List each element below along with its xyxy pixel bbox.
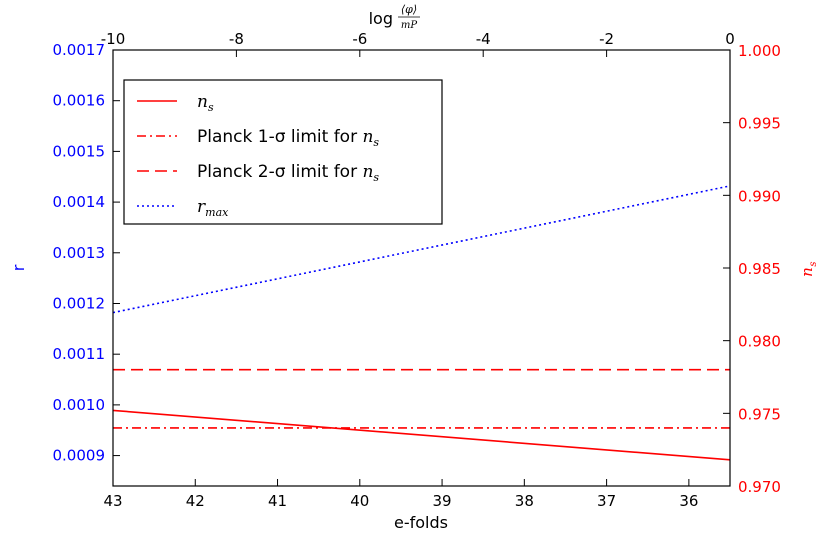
y-axis-label-right-sub: s <box>808 261 819 266</box>
legend-entry-math: n <box>362 162 373 182</box>
legend-entry-sub: s <box>373 171 379 184</box>
x-top-tick-label: 0 <box>725 30 735 48</box>
x-axis-label-bottom: e-folds <box>394 513 448 532</box>
y-axis-label-left: r <box>9 264 28 271</box>
y-right-tick-label: 0.985 <box>738 260 781 278</box>
y-axis-label-right-main: n <box>798 267 816 277</box>
y-left-tick-label: 0.0014 <box>53 193 106 211</box>
x-axis-label-top-prefix: log <box>369 9 393 28</box>
x-bottom-tick-label: 42 <box>186 492 205 510</box>
y-right-tick-label: 0.990 <box>738 187 781 205</box>
legend-entry-3: Planck 2-σ limit for ns <box>197 162 379 184</box>
legend-entry-math: n <box>197 92 208 112</box>
legend-box <box>123 79 443 225</box>
x-top-tick-label: -2 <box>599 30 614 48</box>
legend-entry-sub: s <box>373 136 379 149</box>
x-axis-label-top: log ⟨φ⟩ mP <box>369 3 420 31</box>
y-left-tick-label: 0.0009 <box>53 447 106 465</box>
y-right-tick-label: 1.000 <box>738 42 781 60</box>
y-right-tick-label: 0.975 <box>738 405 781 423</box>
y-right-tick-label: 0.980 <box>738 333 781 351</box>
ticks: 43 42 41 40 39 38 37 36 -10 -8 -6 -4 -2 0 0.0009 0.0010… <box>53 30 781 510</box>
legend-entry-math: n <box>362 127 373 147</box>
legend-entry-sub: max <box>205 206 229 219</box>
legend-entry-sub: s <box>208 101 214 114</box>
y-left-tick-label: 0.0012 <box>53 294 106 312</box>
legend-entry-math: r <box>197 197 206 217</box>
x-top-tick-label: -6 <box>352 30 367 48</box>
y-left-tick-label: 0.0011 <box>53 345 106 363</box>
legend-entry-2: Planck 1-σ limit for ns <box>197 127 379 149</box>
x-top-tick-label: -8 <box>229 30 244 48</box>
y-left-tick-label: 0.0015 <box>53 142 106 160</box>
x-axis-label-top-numerator: ⟨φ⟩ <box>401 3 417 16</box>
x-top-tick-label: -4 <box>476 30 491 48</box>
y-right-tick-label: 0.995 <box>738 115 781 133</box>
plot-frame <box>112 49 731 487</box>
x-bottom-tick-label: 39 <box>433 492 452 510</box>
y-left-tick-label: 0.0010 <box>53 396 106 414</box>
legend-entry-text: Planck 2-σ limit for <box>197 162 362 182</box>
series-line-1 <box>112 409 731 461</box>
x-bottom-tick-label: 38 <box>515 492 534 510</box>
plot-lines <box>112 185 731 461</box>
legend-entry-text: Planck 1-σ limit for <box>197 127 362 147</box>
x-bottom-tick-label: 37 <box>597 492 616 510</box>
y-left-tick-label: 0.0013 <box>53 244 106 262</box>
legend-entry-4: rmax <box>197 197 229 219</box>
x-bottom-tick-label: 36 <box>679 492 698 510</box>
x-top-tick-label: -10 <box>101 30 126 48</box>
x-axis-label-top-denominator: mP <box>401 20 417 31</box>
x-bottom-tick-label: 43 <box>103 492 122 510</box>
legend-entry-1: ns <box>197 92 214 114</box>
y-left-tick-label: 0.0016 <box>53 92 106 110</box>
y-axis-label-right: n s <box>798 261 819 276</box>
x-bottom-tick-label: 40 <box>350 492 369 510</box>
y-right-tick-label: 0.970 <box>738 478 781 496</box>
x-bottom-tick-label: 41 <box>268 492 287 510</box>
y-left-tick-label: 0.0017 <box>53 41 106 59</box>
